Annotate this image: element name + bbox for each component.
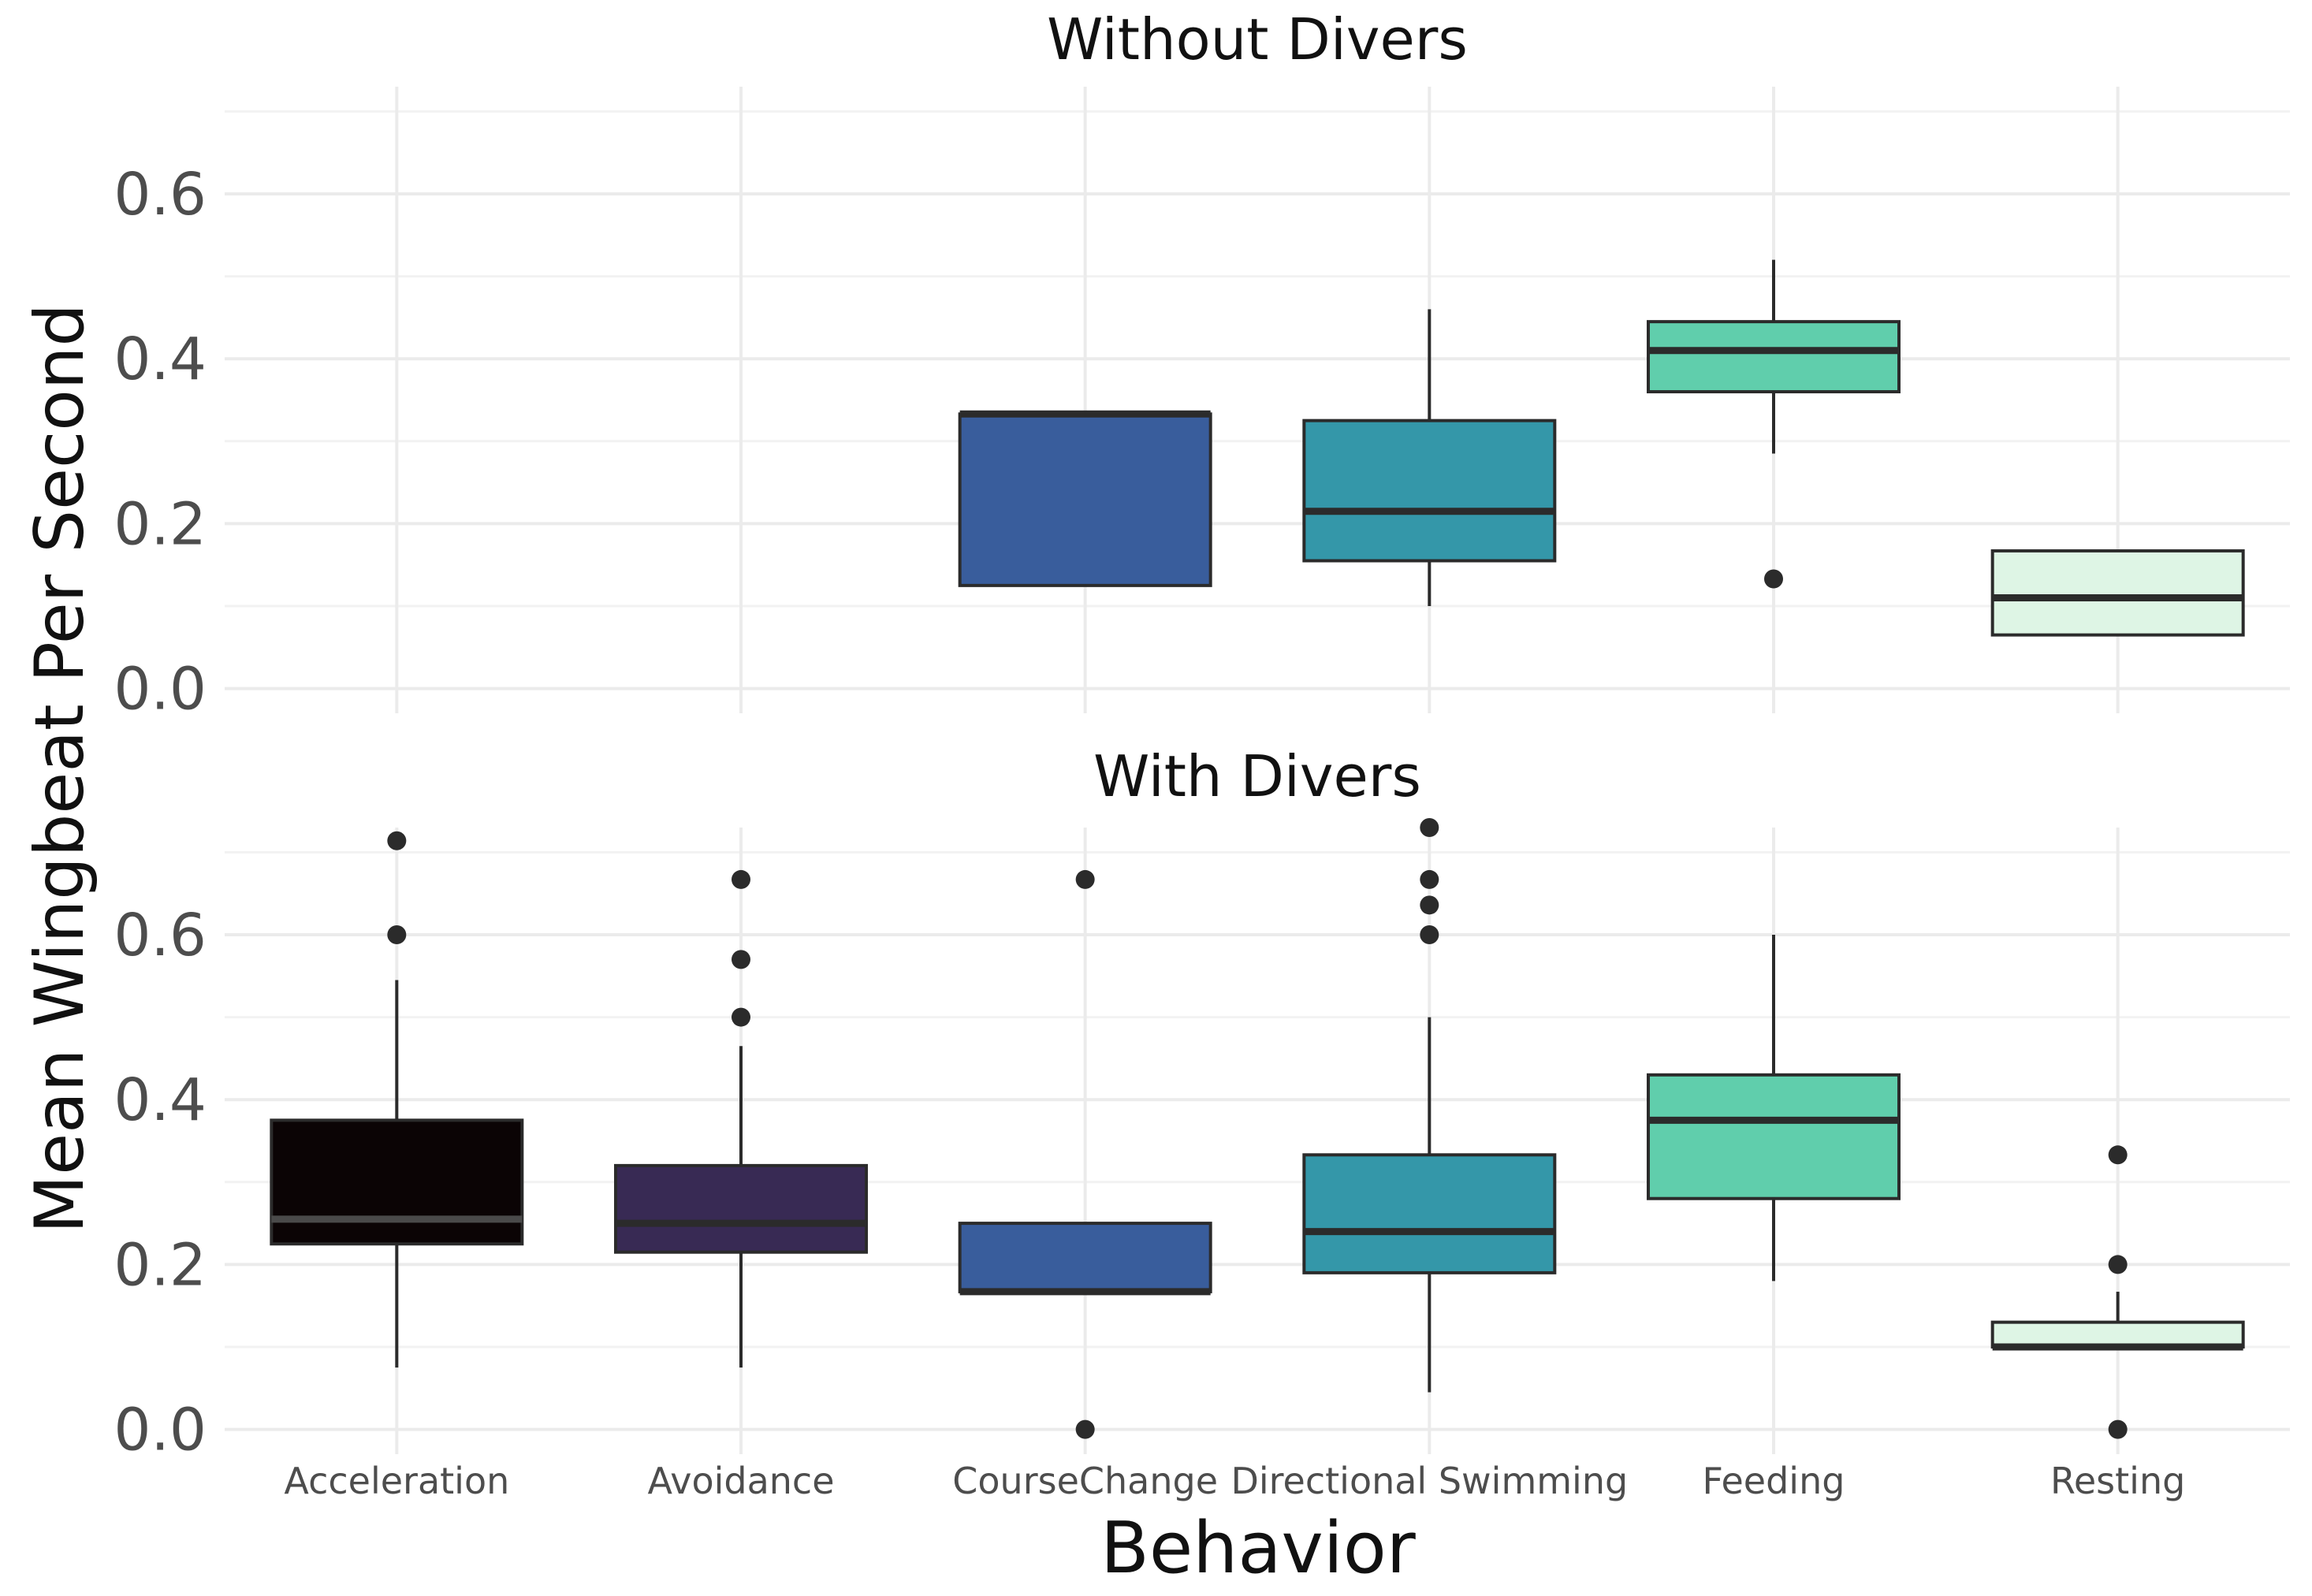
box-directional-swimming [1302,309,1557,607]
x-tick-label: Directional Swimming [1230,1460,1628,1502]
outlier-point [1764,569,1783,589]
iqr-box [1990,1320,2245,1349]
box-resting [1990,1145,2245,1439]
x-tick-label: Acceleration [284,1460,509,1502]
box-feeding [1647,259,1901,589]
iqr-box [1302,419,1557,563]
outlier-point [2108,1255,2128,1274]
y-tick-label: 0.6 [114,161,207,229]
box-coursechange [958,869,1212,1439]
y-axis-label: Mean Wingbeat Per Second [20,303,99,1233]
iqr-box [614,1163,868,1254]
box-acceleration [270,831,524,1368]
box-feeding [1647,934,1901,1282]
box-coursechange [958,410,1212,587]
y-tick-label: 0.0 [114,656,207,724]
iqr-box [1647,320,1901,394]
panel-title: Without Divers [1047,6,1468,73]
y-tick-label: 0.6 [114,902,207,969]
y-tick-label: 0.0 [114,1397,207,1464]
outlier-point [732,950,750,969]
panel-title: With Divers [1093,743,1421,809]
box-directional-swimming [1302,818,1557,1393]
box-resting [1990,549,2245,637]
iqr-box [958,1222,1212,1293]
x-tick-label: CourseChange [952,1460,1218,1502]
iqr-box [1302,1153,1557,1274]
outlier-point [1420,818,1439,837]
outlier-point [2108,1419,2128,1439]
x-tick-label: Feeding [1703,1460,1845,1502]
outlier-point [1420,869,1439,889]
iqr-box [1647,1073,1901,1200]
outlier-point [387,831,407,850]
iqr-box [270,1118,524,1246]
x-tick-label: Avoidance [647,1460,834,1502]
x-axis-label: Behavior [1100,1507,1416,1590]
outlier-point [1075,1419,1095,1439]
outlier-point [1075,869,1095,889]
outlier-point [732,869,750,889]
outlier-point [1420,895,1439,915]
panel-without-divers: Without Divers 0.0 0.2 0.4 0.6 [114,6,2290,724]
y-tick-label: 0.2 [114,490,207,558]
outlier-point [387,924,407,944]
iqr-box [958,412,1212,587]
y-tick-label: 0.2 [114,1231,207,1299]
x-tick-label: Resting [2050,1460,2185,1502]
outlier-point [732,1007,750,1027]
iqr-box [1990,549,2245,637]
outlier-point [1420,924,1439,944]
panels: Without Divers 0.0 0.2 0.4 0.6 With Divers 0.0… [114,6,2290,1502]
panel-with-divers: With Divers 0.0 0.2 0.4 0.6 [114,743,2290,1464]
outlier-point [2108,1145,2128,1165]
y-tick-label: 0.4 [114,1066,207,1134]
box-avoidance [614,869,868,1368]
y-tick-label: 0.4 [114,326,207,393]
